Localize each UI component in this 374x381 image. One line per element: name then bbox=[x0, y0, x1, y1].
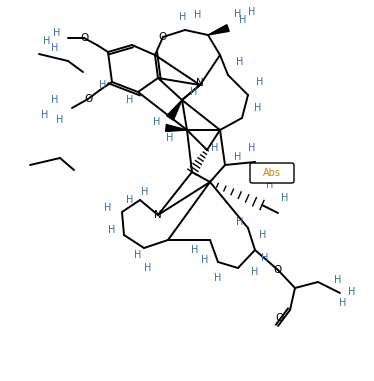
Text: H: H bbox=[56, 115, 64, 125]
Text: H: H bbox=[43, 36, 51, 46]
Text: H: H bbox=[248, 143, 256, 153]
Text: H: H bbox=[153, 117, 161, 127]
Text: H: H bbox=[339, 298, 347, 308]
Text: N: N bbox=[154, 210, 162, 220]
Polygon shape bbox=[208, 25, 229, 35]
Text: H: H bbox=[261, 253, 269, 263]
Text: H: H bbox=[108, 225, 116, 235]
Text: H: H bbox=[259, 230, 267, 240]
Text: H: H bbox=[126, 95, 134, 105]
Text: H: H bbox=[234, 9, 242, 19]
Text: O: O bbox=[84, 94, 92, 104]
Text: H: H bbox=[256, 77, 264, 87]
Text: H: H bbox=[201, 255, 209, 265]
Text: H: H bbox=[251, 267, 259, 277]
Text: H: H bbox=[191, 245, 199, 255]
Text: H: H bbox=[236, 217, 244, 227]
Text: H: H bbox=[214, 273, 222, 283]
Text: H: H bbox=[211, 143, 219, 153]
Text: H: H bbox=[248, 7, 256, 17]
Text: H: H bbox=[99, 80, 107, 90]
Polygon shape bbox=[167, 100, 182, 120]
Text: H: H bbox=[104, 203, 112, 213]
Text: H: H bbox=[144, 263, 152, 273]
Text: H: H bbox=[254, 103, 262, 113]
Text: Abs: Abs bbox=[263, 168, 281, 178]
Text: H: H bbox=[51, 43, 59, 53]
Text: H: H bbox=[348, 287, 356, 297]
Text: H: H bbox=[334, 275, 342, 285]
Text: N: N bbox=[196, 78, 204, 88]
Text: H: H bbox=[266, 180, 274, 190]
Text: H: H bbox=[141, 187, 149, 197]
Text: H: H bbox=[194, 10, 202, 20]
Text: O: O bbox=[276, 313, 284, 323]
Text: H: H bbox=[41, 110, 49, 120]
Text: H: H bbox=[51, 95, 59, 105]
Text: H: H bbox=[53, 28, 61, 38]
Text: H: H bbox=[126, 195, 134, 205]
Polygon shape bbox=[166, 125, 187, 131]
Text: H: H bbox=[179, 12, 187, 22]
Text: H: H bbox=[239, 15, 247, 25]
Text: O: O bbox=[274, 265, 282, 275]
Text: H: H bbox=[234, 152, 242, 162]
Text: H: H bbox=[190, 87, 198, 97]
Text: O: O bbox=[159, 32, 167, 42]
Text: H: H bbox=[281, 193, 289, 203]
Text: H: H bbox=[134, 250, 142, 260]
FancyBboxPatch shape bbox=[250, 163, 294, 183]
Text: H: H bbox=[236, 57, 244, 67]
Text: O: O bbox=[80, 33, 88, 43]
Text: H: H bbox=[166, 133, 174, 143]
